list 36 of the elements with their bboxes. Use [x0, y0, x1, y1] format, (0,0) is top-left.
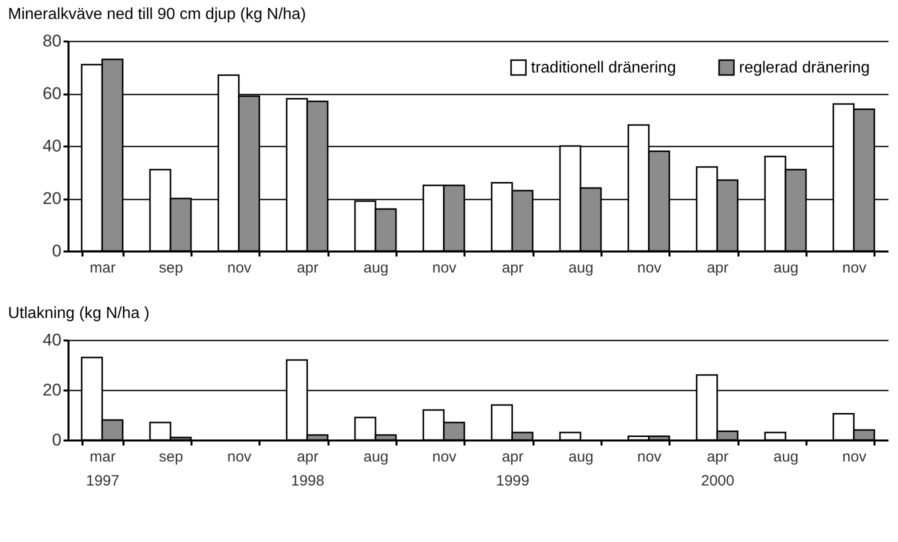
x-tick-label: mar 1997 [86, 448, 120, 490]
x-tick-label: nov [842, 448, 867, 466]
y-tick-label: 80 [42, 32, 62, 50]
x-tick-label: sep [158, 448, 184, 466]
x-tick-label: nov [637, 448, 662, 466]
y-tick-label: 20 [42, 380, 62, 400]
y-tick-label: 20 [42, 189, 62, 208]
x-tick-label: nov [432, 448, 457, 466]
x-tick-label: apr [502, 260, 524, 276]
x-tick-label: nov [637, 260, 662, 276]
x-tick-label: sep [158, 260, 184, 276]
x-tick-label: aug [773, 260, 799, 276]
y-tick-label: 40 [42, 136, 62, 156]
x-tick-label: mar [90, 260, 116, 276]
y-tick-label: 40 [42, 330, 62, 350]
chart-title: Mineralkväve ned till 90 cm djup (kg N/ha) [8, 6, 306, 23]
x-tick-label: nov [842, 260, 867, 276]
x-tick-label: aug [363, 448, 389, 466]
x-tick-label: apr 2000 [700, 448, 734, 490]
x-tick-label: apr [706, 260, 729, 276]
legend-label: reglerad dränering [739, 60, 870, 77]
x-tick-label: aug [568, 448, 594, 466]
x-tick-label: nov [432, 260, 457, 276]
y-tick-label: 60 [42, 84, 62, 103]
x-tick-label: apr 1999 [496, 448, 530, 490]
x-tick-label: aug [773, 448, 799, 466]
legend-label: traditionell dränering [531, 60, 676, 77]
x-tick-label: nov [227, 448, 252, 466]
chart-title: Utlakning (kg N/ha ) [8, 305, 150, 322]
y-tick-label: 0 [52, 430, 62, 450]
x-tick-label: aug [568, 260, 594, 276]
x-tick-label: apr [296, 260, 319, 276]
y-tick-label: 0 [52, 242, 62, 260]
x-tick-label: nov [227, 260, 252, 276]
x-tick-label: apr 1998 [290, 448, 324, 490]
x-tick-label: aug [363, 260, 389, 276]
